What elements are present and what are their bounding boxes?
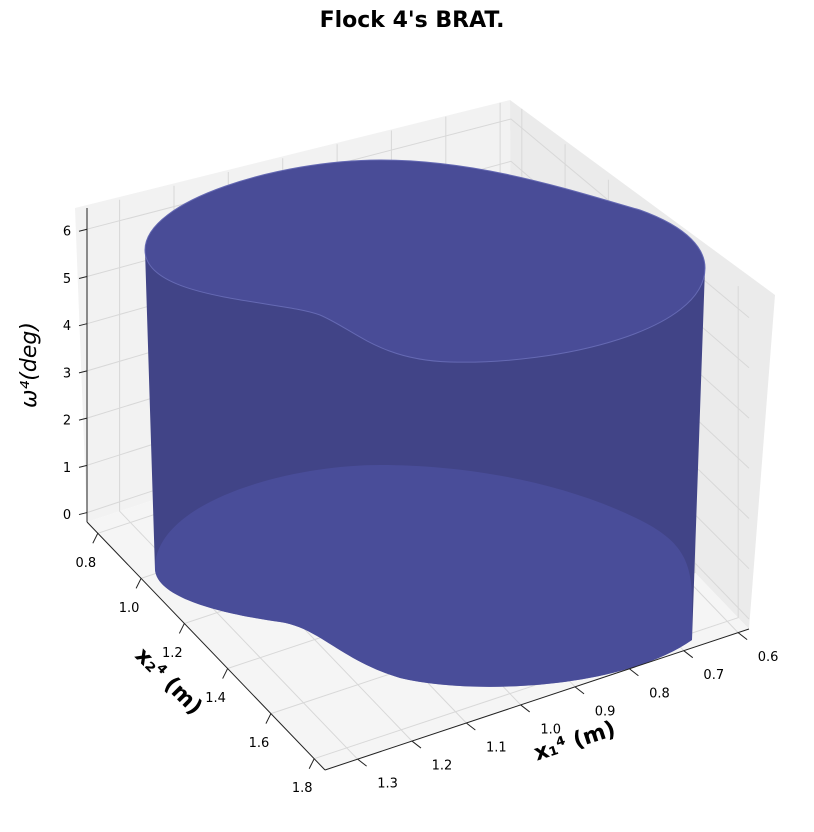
- x-tick-label: 1.1: [486, 741, 507, 756]
- x-tick-label: 0.6: [758, 650, 779, 665]
- z-tick: [78, 275, 88, 279]
- z-tick-label: 1: [63, 461, 71, 476]
- x-tick: [520, 704, 530, 713]
- x-tick-label: 0.7: [703, 668, 724, 683]
- z-tick-label: 4: [63, 319, 71, 334]
- x-tick-label: 1.0: [540, 722, 561, 737]
- x-tick: [737, 632, 748, 641]
- y-tick-label: 1.4: [205, 691, 226, 706]
- z-tick: [78, 370, 88, 374]
- axes-layer: 0 1 2 3 4 5 6 0.8 1.0 1.2 1.4 1.6 1.8 0.6 0.7 0.8 0.9 1.0…: [63, 208, 779, 796]
- z-tick: [78, 323, 88, 327]
- y-tick-label: 1.8: [292, 781, 313, 796]
- x-tick: [411, 740, 422, 749]
- y-tick: [222, 668, 229, 679]
- x-tick: [683, 650, 694, 659]
- x-tick: [574, 686, 585, 695]
- z-tick: [78, 228, 88, 232]
- y-tick-label: 1.0: [119, 601, 140, 616]
- x-tick-label: 1.3: [377, 777, 398, 792]
- y-axis-line: [86, 521, 326, 771]
- y-tick-label: 0.8: [75, 556, 96, 571]
- y-tick: [135, 578, 142, 589]
- z-axis-label: ω⁴(deg): [17, 322, 42, 408]
- z-tick-label: 0: [63, 508, 71, 523]
- z-tick-label: 5: [63, 272, 71, 287]
- z-tick: [78, 417, 88, 421]
- x-tick-label: 1.2: [432, 759, 453, 774]
- grid-line: [119, 199, 358, 760]
- x-tick-label: 0.8: [649, 686, 670, 701]
- y-tick-label: 1.6: [249, 736, 270, 751]
- y-tick: [92, 533, 99, 544]
- y-tick: [308, 758, 315, 769]
- x-axis-line: [324, 628, 750, 771]
- z-tick: [78, 512, 88, 516]
- y-tick: [265, 713, 272, 724]
- x-tick-label: 0.9: [595, 704, 616, 719]
- x-tick: [629, 668, 639, 677]
- z-tick-label: 3: [63, 366, 71, 381]
- y-tick: [178, 623, 185, 634]
- chart-title: Flock 4's BRAT.: [320, 8, 505, 33]
- volume-bottom-face: [155, 465, 692, 687]
- x-tick: [357, 758, 367, 767]
- surface-volume: [144, 159, 706, 687]
- z-tick-label: 6: [63, 225, 71, 240]
- y-tick-label: 1.2: [162, 646, 183, 661]
- x-tick: [466, 722, 476, 731]
- z-tick-label: 2: [63, 414, 71, 429]
- volume-top-face: [144, 159, 706, 363]
- z-tick: [78, 464, 88, 468]
